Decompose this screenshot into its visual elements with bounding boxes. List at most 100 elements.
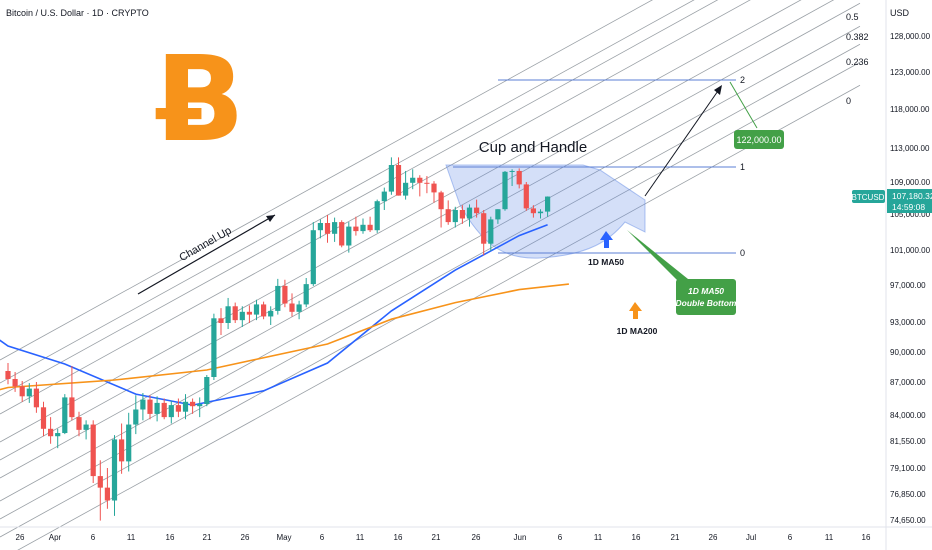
candle-body bbox=[48, 428, 54, 437]
channel-line bbox=[0, 0, 802, 443]
candle-body bbox=[466, 207, 473, 219]
candle-body bbox=[104, 487, 110, 501]
candle-body bbox=[40, 407, 47, 429]
y-tick-label: 109,000.00 bbox=[890, 178, 931, 187]
candle-body bbox=[374, 201, 380, 231]
channel-arrow bbox=[137, 214, 276, 295]
price-axis: 128,000.00 123,000.00 118,000.00 113,000.00… bbox=[852, 0, 932, 550]
candle-body bbox=[253, 304, 260, 315]
moving-averages bbox=[0, 224, 569, 406]
x-tick-label: 21 bbox=[432, 533, 441, 542]
channel-line bbox=[17, 84, 861, 550]
candle-body bbox=[282, 285, 288, 304]
candle-body bbox=[12, 379, 18, 387]
y-tick-label: 87,000.00 bbox=[890, 378, 926, 387]
candle-body bbox=[417, 177, 423, 183]
candle-body bbox=[395, 165, 402, 196]
candle-body bbox=[403, 182, 409, 196]
x-tick-label: Jul bbox=[746, 533, 756, 542]
y-tick-label: 84,000.00 bbox=[890, 411, 926, 420]
y-tick-label: 74,650.00 bbox=[890, 516, 926, 525]
candle-body bbox=[523, 184, 529, 209]
candle-body bbox=[62, 397, 68, 434]
x-tick-label: 6 bbox=[91, 533, 96, 542]
y-tick-label: 76,850.00 bbox=[890, 490, 926, 499]
candle-body bbox=[182, 401, 189, 412]
candle-body bbox=[332, 222, 338, 234]
y-tick-label: 93,000.00 bbox=[890, 318, 926, 327]
candle-body bbox=[26, 388, 32, 397]
bitcoin-logo: Ƀ bbox=[155, 30, 245, 168]
candle-body bbox=[275, 285, 281, 311]
y-tick-label: 101,000.00 bbox=[890, 246, 931, 255]
symbol-tag bbox=[852, 190, 885, 203]
candle-body bbox=[90, 424, 96, 477]
y-tick-label: 123,000.00 bbox=[890, 68, 931, 77]
candle-body bbox=[289, 303, 295, 312]
candle-body bbox=[545, 196, 551, 212]
candle-body bbox=[438, 192, 444, 210]
channel-line bbox=[0, 0, 835, 461]
x-tick-label: 16 bbox=[862, 533, 871, 542]
fib-channel-label: 0 bbox=[846, 96, 851, 106]
candle-body bbox=[530, 208, 536, 214]
candle-body bbox=[111, 439, 118, 501]
candle-body bbox=[175, 405, 181, 412]
candle-body bbox=[154, 402, 160, 414]
x-tick-label: 6 bbox=[320, 533, 325, 542]
channel-line bbox=[0, 0, 719, 397]
candle-body bbox=[140, 399, 146, 410]
y-tick-label: 118,000.00 bbox=[890, 105, 930, 114]
candle-body bbox=[339, 222, 345, 246]
x-tick-label: 6 bbox=[558, 533, 563, 542]
price-tag bbox=[887, 189, 932, 213]
target-pointer bbox=[729, 81, 758, 129]
candle-body bbox=[161, 402, 167, 418]
ma50-arrow-icon bbox=[600, 231, 613, 248]
callout-box bbox=[676, 279, 736, 315]
callout-line-1: 1D MA50 bbox=[688, 286, 724, 296]
x-tick-label: 11 bbox=[594, 533, 603, 542]
candle-body bbox=[495, 209, 501, 220]
countdown: 14:59:08 bbox=[892, 202, 925, 212]
x-tick-label: 11 bbox=[825, 533, 834, 542]
candle-body bbox=[481, 213, 487, 244]
candle-body bbox=[55, 433, 61, 437]
callout-line-2: Double Bottom bbox=[676, 298, 737, 308]
channel-arrow-head bbox=[266, 215, 275, 222]
ma50-line bbox=[0, 224, 548, 406]
ma50-label: 1D MA50 bbox=[588, 257, 624, 267]
time-axis: 26 Apr 6 11 16 21 26 May 6 11 16 21 26 Jun 6 11 16 21 26 Ju… bbox=[0, 526, 932, 542]
candle-body bbox=[303, 284, 309, 305]
target-box bbox=[734, 130, 784, 149]
y-tick-label: 113,000.00 bbox=[890, 144, 930, 153]
candle-body bbox=[197, 404, 203, 407]
candle-body bbox=[431, 183, 437, 193]
x-tick-label: 21 bbox=[671, 533, 680, 542]
x-tick-label: Apr bbox=[49, 533, 62, 542]
candle-body bbox=[33, 388, 39, 408]
x-tick-label: 26 bbox=[16, 533, 25, 542]
candle-body bbox=[296, 304, 302, 312]
extension-label: 1 bbox=[740, 162, 745, 172]
channel-line bbox=[0, 25, 861, 502]
candle-body bbox=[126, 424, 132, 462]
candle-body bbox=[537, 211, 544, 214]
y-tick-label: 97,000.00 bbox=[890, 281, 926, 290]
target-label: 122,000.00 bbox=[736, 135, 781, 145]
symbol-label: BTCUSD bbox=[852, 193, 885, 202]
ma200-line bbox=[0, 283, 569, 391]
candle-body bbox=[410, 177, 416, 183]
channel-line bbox=[0, 0, 654, 361]
extension-label: 2 bbox=[740, 75, 745, 85]
candle-body bbox=[502, 171, 508, 210]
channel-line bbox=[0, 2, 861, 479]
fib-channel-label: 0.236 bbox=[846, 57, 869, 67]
channel-line bbox=[0, 61, 861, 538]
candle-body bbox=[147, 399, 153, 414]
y-tick-label: 90,000.00 bbox=[890, 348, 926, 357]
channel-line bbox=[0, 0, 695, 384]
candle-body bbox=[5, 371, 11, 379]
